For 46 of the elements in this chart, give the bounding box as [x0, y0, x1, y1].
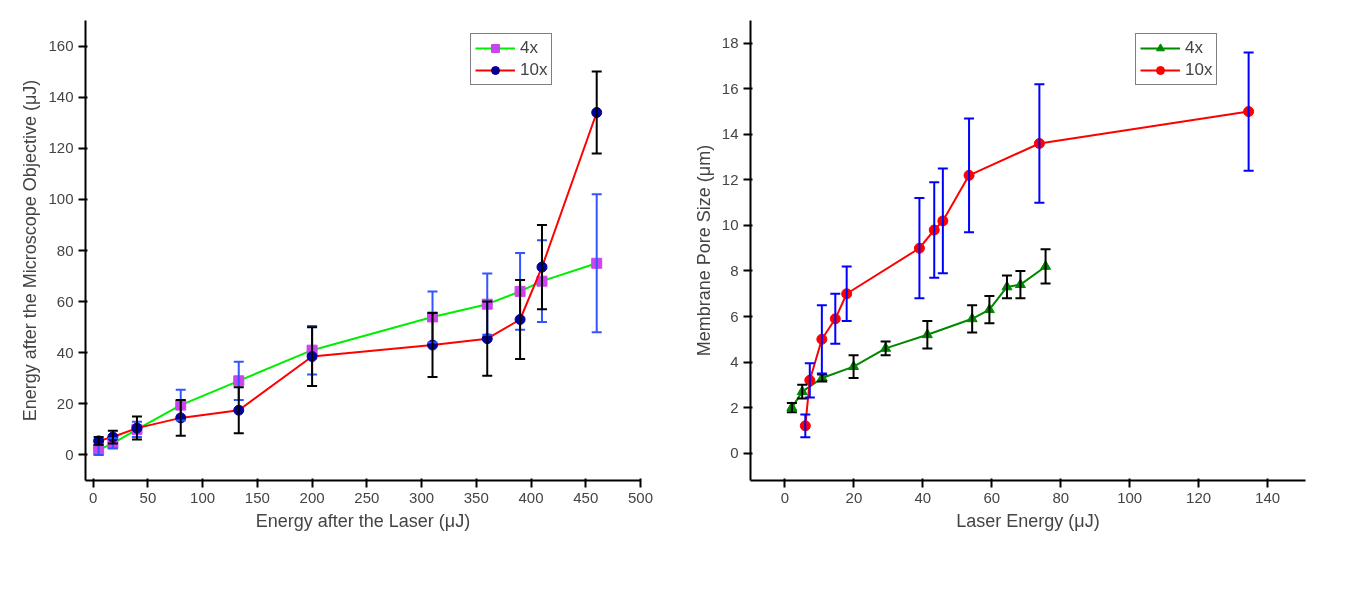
y-tick-label: 160: [48, 37, 74, 55]
legend-label: 10x: [1185, 60, 1213, 80]
x-tick-label: 200: [299, 488, 325, 506]
y-tick-label: 0: [730, 444, 739, 462]
y-tick-label: 6: [730, 307, 739, 325]
x-tick-label: 140: [1255, 488, 1281, 506]
x-tick-label: 80: [1052, 488, 1070, 506]
legend-label: 4x: [1185, 38, 1204, 58]
legend-label: 4x: [520, 38, 539, 58]
y-tick-label: 4: [730, 353, 739, 371]
x-tick-label: 40: [914, 488, 932, 506]
y-tick-label: 140: [48, 88, 74, 106]
y-axis-title: Energy after the Microscope Objective (μJ): [20, 79, 41, 422]
x-tick-label: 0: [88, 488, 98, 506]
y-tick-label: 100: [48, 190, 74, 208]
x-tick-label: 50: [139, 488, 157, 506]
x-tick-label: 350: [463, 488, 489, 506]
y-tick-label: 14: [721, 125, 739, 143]
x-axis-title: Energy after the Laser (μJ): [255, 510, 471, 531]
x-tick-label: 300: [409, 488, 435, 506]
y-tick-label: 18: [721, 34, 739, 52]
x-tick-label: 150: [244, 488, 270, 506]
y-axis-title: Membrane Pore Size (μm): [693, 144, 714, 357]
y-tick-label: 120: [48, 139, 74, 157]
x-tick-label: 450: [573, 488, 599, 506]
y-tick-label: 8: [730, 262, 739, 279]
x-tick-label: 60: [983, 488, 1001, 506]
y-tick-label: 20: [56, 394, 74, 412]
y-tick-label: 0: [65, 445, 74, 463]
y-tick-label: 2: [730, 398, 739, 416]
x-tick-label: 500: [627, 488, 654, 506]
y-tick-label: 80: [56, 241, 74, 259]
y-tick-label: 16: [721, 79, 739, 97]
y-tick-label: 40: [56, 343, 74, 361]
x-tick-label: 100: [1117, 488, 1143, 506]
x-tick-label: 100: [190, 488, 216, 506]
x-tick-label: 250: [354, 488, 380, 506]
x-tick-label: 20: [845, 488, 863, 506]
x-axis-title: Laser Energy (μJ): [956, 510, 1100, 531]
y-tick-label: 12: [721, 170, 739, 188]
y-tick-label: 60: [56, 292, 74, 310]
y-tick-label: 10: [721, 216, 739, 234]
x-tick-label: 400: [518, 488, 544, 506]
x-tick-label: 120: [1186, 488, 1212, 506]
legend-label: 10x: [520, 60, 548, 80]
x-tick-label: 0: [780, 488, 790, 506]
